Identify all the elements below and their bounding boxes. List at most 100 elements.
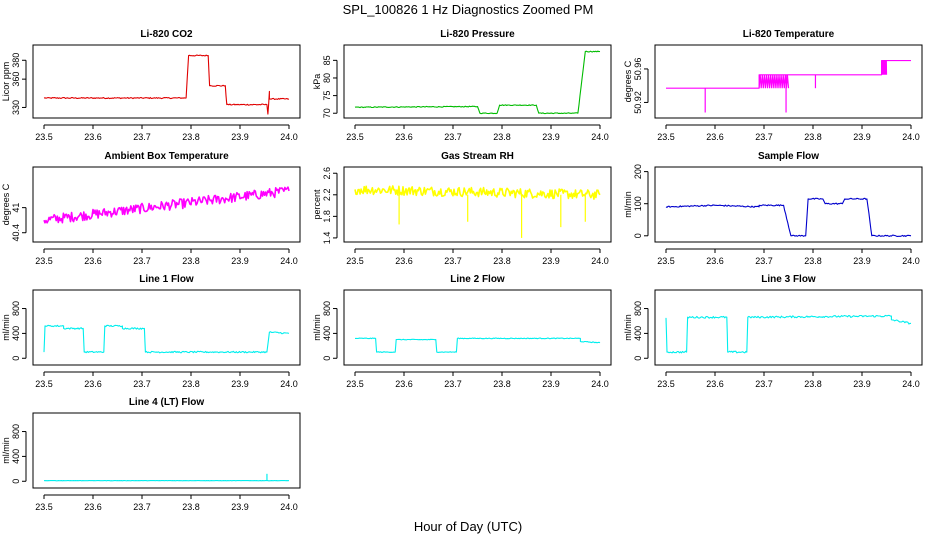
panel-5-y-label: percent (312, 189, 322, 220)
panel-7-y-tick-label: 0 (11, 356, 21, 361)
panel-8-x-tick-label: 23.8 (493, 379, 511, 389)
panel-5-frame (343, 166, 612, 243)
panel-8-x-tick-label: 24.0 (591, 379, 609, 389)
panel-7-x-tick-label: 24.0 (280, 379, 298, 389)
panel-2-x-tick-label: 23.9 (542, 132, 560, 142)
panel-7-x-tick-label: 23.7 (133, 379, 151, 389)
panel-7-frame (32, 289, 301, 366)
panel-2-x-tick-label: 23.8 (493, 132, 511, 142)
panel-2-x-tick-label: 23.5 (346, 132, 364, 142)
panel-9-y-label: ml/min (623, 314, 633, 341)
panel-8-x-tick-label: 23.7 (444, 379, 462, 389)
panel-9-y-tick-label: 400 (633, 326, 643, 341)
panel-1: Li-820 CO2 23.5 23.6 23.7 23.8 23.9 24.0 330 360… (1, 29, 301, 142)
panel-10: Line 4 (LT) Flow 23.5 23.6 23.7 23.8 23.9 24.0… (1, 397, 301, 512)
panel-7-x-tick-label: 23.6 (84, 379, 102, 389)
panel-3-x-tick-label: 23.8 (804, 132, 822, 142)
panel-10-frame (32, 412, 301, 489)
panel-9-y-tick-label: 0 (633, 356, 643, 361)
panel-1-frame (32, 44, 301, 119)
panel-9-title: Line 3 Flow (761, 274, 816, 285)
panel-6-frame (654, 166, 923, 243)
panel-5-x-tick-label: 23.7 (444, 256, 462, 266)
panel-1-y-tick-label: 360 (11, 72, 21, 87)
panel-9: Line 3 Flow 23.5 23.6 23.7 23.8 23.9 24.0 0 400 8… (623, 274, 923, 389)
panel-1-y-tick-label: 330 (11, 100, 21, 115)
panel-1-title: Li-820 CO2 (140, 29, 193, 40)
panel-7-y-label: ml/min (1, 314, 11, 341)
panel-6-y-tick-label: 100 (633, 196, 643, 211)
panel-8-y-tick-label: 800 (322, 301, 332, 316)
panel-4-title: Ambient Box Temperature (104, 151, 229, 162)
panel-5-x-tick-label: 24.0 (591, 256, 609, 266)
panel-6-x-tick-label: 23.5 (657, 256, 675, 266)
panel-8: Line 2 Flow 23.5 23.6 23.7 23.8 23.9 24.0 0 400 8… (312, 274, 612, 389)
panel-10-x-tick-label: 23.7 (133, 502, 151, 512)
panel-7-y-tick-label: 400 (11, 326, 21, 341)
panel-2-x-tick-label: 23.7 (444, 132, 462, 142)
panel-3-x-tick-label: 23.5 (657, 132, 675, 142)
panel-3-x-tick-label: 23.9 (853, 132, 871, 142)
panel-9-x-tick-label: 23.6 (706, 379, 724, 389)
panel-1-x-tick-label: 23.8 (182, 132, 200, 142)
panel-6-y-tick-label: 0 (633, 233, 643, 238)
panel-7-y-tick-label: 800 (11, 301, 21, 316)
panel-7-series-line (43, 324, 290, 354)
panel-9-series-line (665, 314, 912, 354)
panel-5: Gas Stream RH 23.5 23.6 23.7 23.8 23.9 24.0 1.4… (312, 151, 612, 266)
panel-10-y-tick-label: 400 (11, 449, 21, 464)
panel-5-x-tick-label: 23.8 (493, 256, 511, 266)
panel-8-y-tick-label: 400 (322, 326, 332, 341)
panel-6-x-tick-label: 23.7 (755, 256, 773, 266)
panel-4-frame (32, 166, 301, 243)
panel-10-x-tick-label: 23.5 (35, 502, 53, 512)
panel-2-y-label: kPa (312, 74, 322, 90)
panel-7-title: Line 1 Flow (139, 274, 194, 285)
panel-1-y-tick-label: 380 (11, 53, 21, 68)
panel-5-y-tick-label: 2.6 (322, 167, 332, 180)
panel-7-x-tick-label: 23.9 (231, 379, 249, 389)
panel-3-frame (654, 44, 923, 119)
panel-4-x-tick-label: 23.7 (133, 256, 151, 266)
panel-8-x-tick-label: 23.9 (542, 379, 560, 389)
panel-3-band (758, 74, 790, 89)
panel-4-x-tick-label: 23.6 (84, 256, 102, 266)
panel-2: Li-820 Pressure 23.5 23.6 23.7 23.8 23.9 24.0 7… (312, 29, 612, 142)
panel-4-x-tick-label: 23.8 (182, 256, 200, 266)
panel-6-title: Sample Flow (758, 151, 819, 162)
panel-4-x-tick-label: 23.9 (231, 256, 249, 266)
panel-8-x-tick-label: 23.6 (395, 379, 413, 389)
panel-10-x-tick-label: 23.8 (182, 502, 200, 512)
panel-8-x-tick-label: 23.5 (346, 379, 364, 389)
panel-3-y-tick-label: 50.92 (633, 91, 643, 114)
panel-5-series-line (354, 185, 601, 200)
panel-9-x-tick-label: 24.0 (902, 379, 920, 389)
panel-10-x-tick-label: 24.0 (280, 502, 298, 512)
panel-4-y-tick-label: 40.4 (11, 224, 21, 242)
panel-3-y-label: degrees C (623, 60, 633, 102)
panel-3-y-tick-label: 50.96 (633, 58, 643, 81)
panel-9-frame (654, 289, 923, 366)
panel-8-title: Line 2 Flow (450, 274, 505, 285)
panel-10-y-tick-label: 0 (11, 479, 21, 484)
figure-title: SPL_100826 1 Hz Diagnostics Zoomed PM (343, 2, 594, 17)
panel-3: Li-820 Temperature 23.5 23.6 23.7 23.8 23.9 24… (623, 29, 923, 142)
panel-6-y-label: ml/min (623, 191, 633, 218)
panel-7-x-tick-label: 23.8 (182, 379, 200, 389)
panel-6-x-tick-label: 23.6 (706, 256, 724, 266)
panel-2-y-tick-label: 80 (322, 73, 332, 83)
panel-grid: Li-820 CO2 23.5 23.6 23.7 23.8 23.9 24.0 330 360… (1, 29, 923, 512)
panel-6-y-tick-label: 200 (633, 164, 643, 179)
panel-9-y-tick-label: 800 (633, 301, 643, 316)
panel-5-y-tick-label: 1.8 (322, 210, 332, 223)
panel-9-x-tick-label: 23.9 (853, 379, 871, 389)
panel-5-y-tick-label: 1.4 (322, 232, 332, 245)
panel-10-y-label: ml/min (1, 437, 11, 464)
figure-x-label: Hour of Day (UTC) (414, 519, 522, 534)
panel-6-series-line (665, 197, 912, 237)
panel-2-y-tick-label: 70 (322, 108, 332, 118)
panel-5-title: Gas Stream RH (441, 151, 514, 162)
panel-8-frame (343, 289, 612, 366)
panel-9-x-tick-label: 23.7 (755, 379, 773, 389)
panel-2-x-tick-label: 23.6 (395, 132, 413, 142)
